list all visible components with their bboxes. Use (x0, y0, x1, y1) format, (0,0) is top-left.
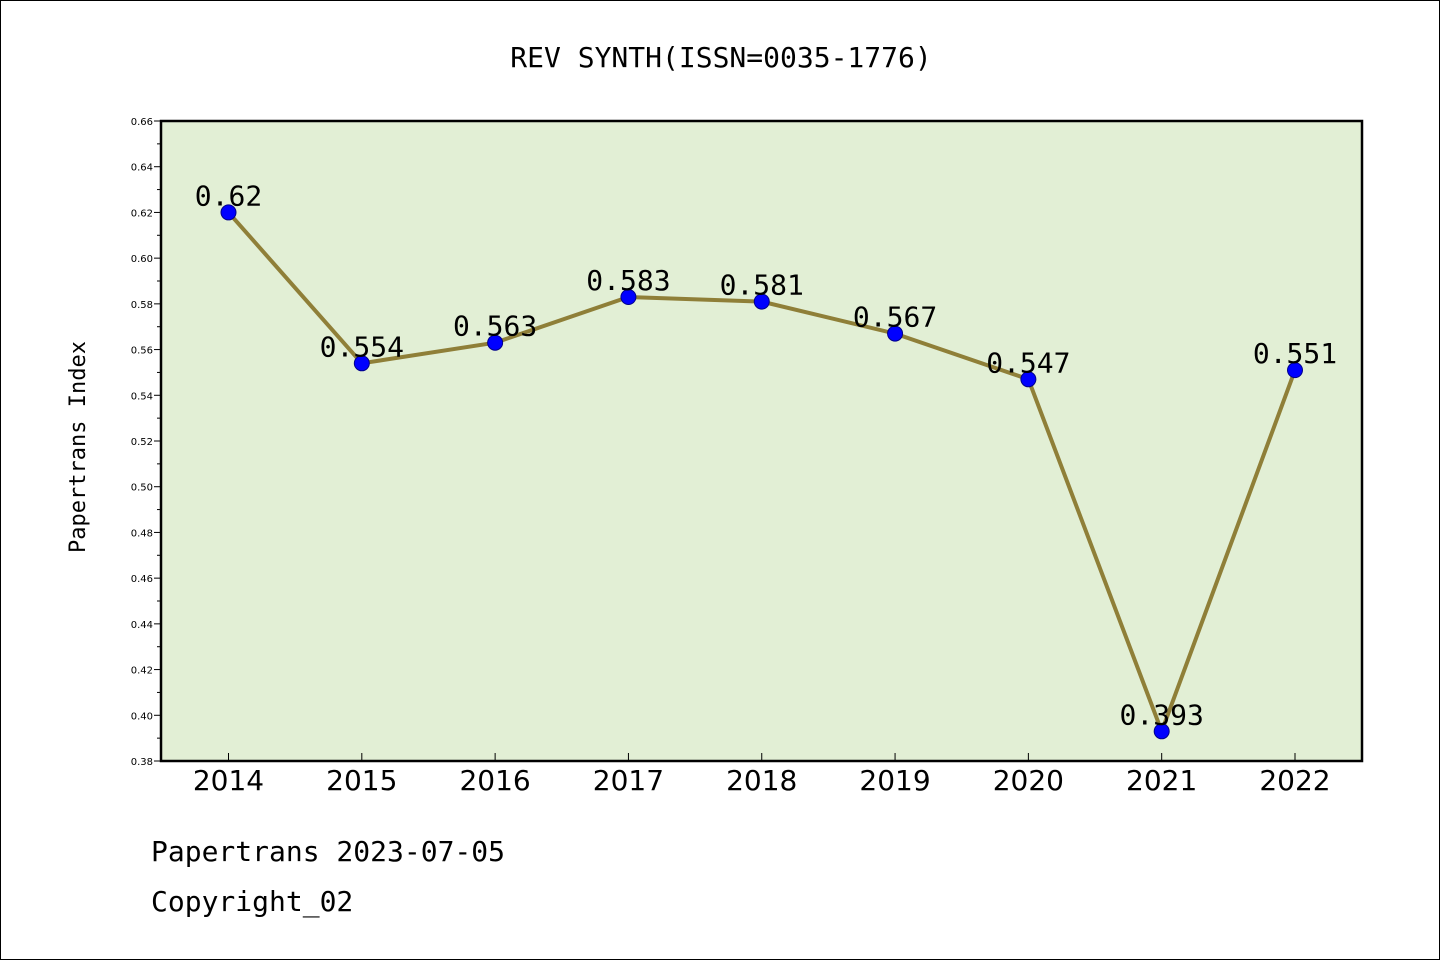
y-tick-label: 0.58 (131, 300, 153, 311)
x-tick-label: 2017 (593, 764, 664, 797)
data-label: 0.563 (453, 310, 537, 343)
data-point (753, 293, 770, 310)
data-point (887, 325, 904, 342)
data-point (487, 334, 504, 351)
x-tick-label: 2015 (326, 764, 397, 797)
y-tick-label: 0.60 (131, 254, 153, 265)
y-tick-label: 0.62 (131, 208, 153, 219)
data-point (353, 355, 370, 372)
y-tick-label: 0.42 (131, 666, 153, 677)
x-axis-ticks: 2014 2015 2016 2017 2018 2019 2020 2021 2022 (193, 753, 1331, 797)
x-tick-label: 2022 (1259, 764, 1330, 797)
data-label: 0.551 (1253, 337, 1337, 370)
x-tick-label: 2016 (459, 764, 530, 797)
data-label: 0.581 (720, 269, 804, 302)
x-tick-label: 2019 (859, 764, 930, 797)
data-label: 0.62 (195, 179, 262, 212)
data-label: 0.567 (853, 301, 937, 334)
y-tick-label: 0.54 (131, 391, 153, 402)
chart-title: REV SYNTH(ISSN=0035-1776) (510, 41, 931, 74)
footer-date: Papertrans 2023-07-05 (151, 835, 506, 868)
y-tick-label: 0.46 (131, 574, 153, 585)
footer-copyright: Copyright_02 (151, 885, 354, 918)
data-point (1153, 723, 1170, 740)
data-label: 0.547 (986, 346, 1070, 379)
y-tick-label: 0.52 (131, 437, 153, 448)
y-tick-label: 0.56 (131, 346, 153, 357)
y-axis-ticks: 0.38 0.40 0.42 0.44 0.46 0.48 0.50 0.52 0.54 0.56… (131, 117, 161, 768)
y-tick-label: 0.48 (131, 528, 153, 539)
x-tick-label: 2020 (993, 764, 1064, 797)
x-tick-label: 2014 (193, 764, 264, 797)
data-label: 0.583 (586, 264, 670, 297)
y-tick-label: 0.44 (131, 620, 153, 631)
y-tick-label: 0.66 (131, 117, 153, 128)
x-tick-label: 2021 (1126, 764, 1197, 797)
y-axis-label: Papertrans Index (66, 341, 91, 553)
data-label: 0.554 (320, 330, 404, 363)
plot-area (159, 119, 1364, 763)
data-markers (220, 204, 1303, 740)
data-label: 0.393 (1120, 698, 1204, 731)
data-labels: 0.62 0.554 0.563 0.583 0.581 0.567 0.547 0.393 0… (195, 179, 1337, 731)
data-point (1020, 371, 1037, 388)
y-tick-label: 0.40 (131, 711, 153, 722)
y-tick-label: 0.64 (131, 163, 153, 174)
y-tick-label: 0.38 (131, 757, 153, 768)
data-point (620, 289, 637, 305)
data-point (1287, 362, 1303, 379)
x-tick-label: 2018 (726, 764, 797, 797)
y-tick-label: 0.50 (131, 483, 153, 494)
data-point (220, 204, 237, 221)
